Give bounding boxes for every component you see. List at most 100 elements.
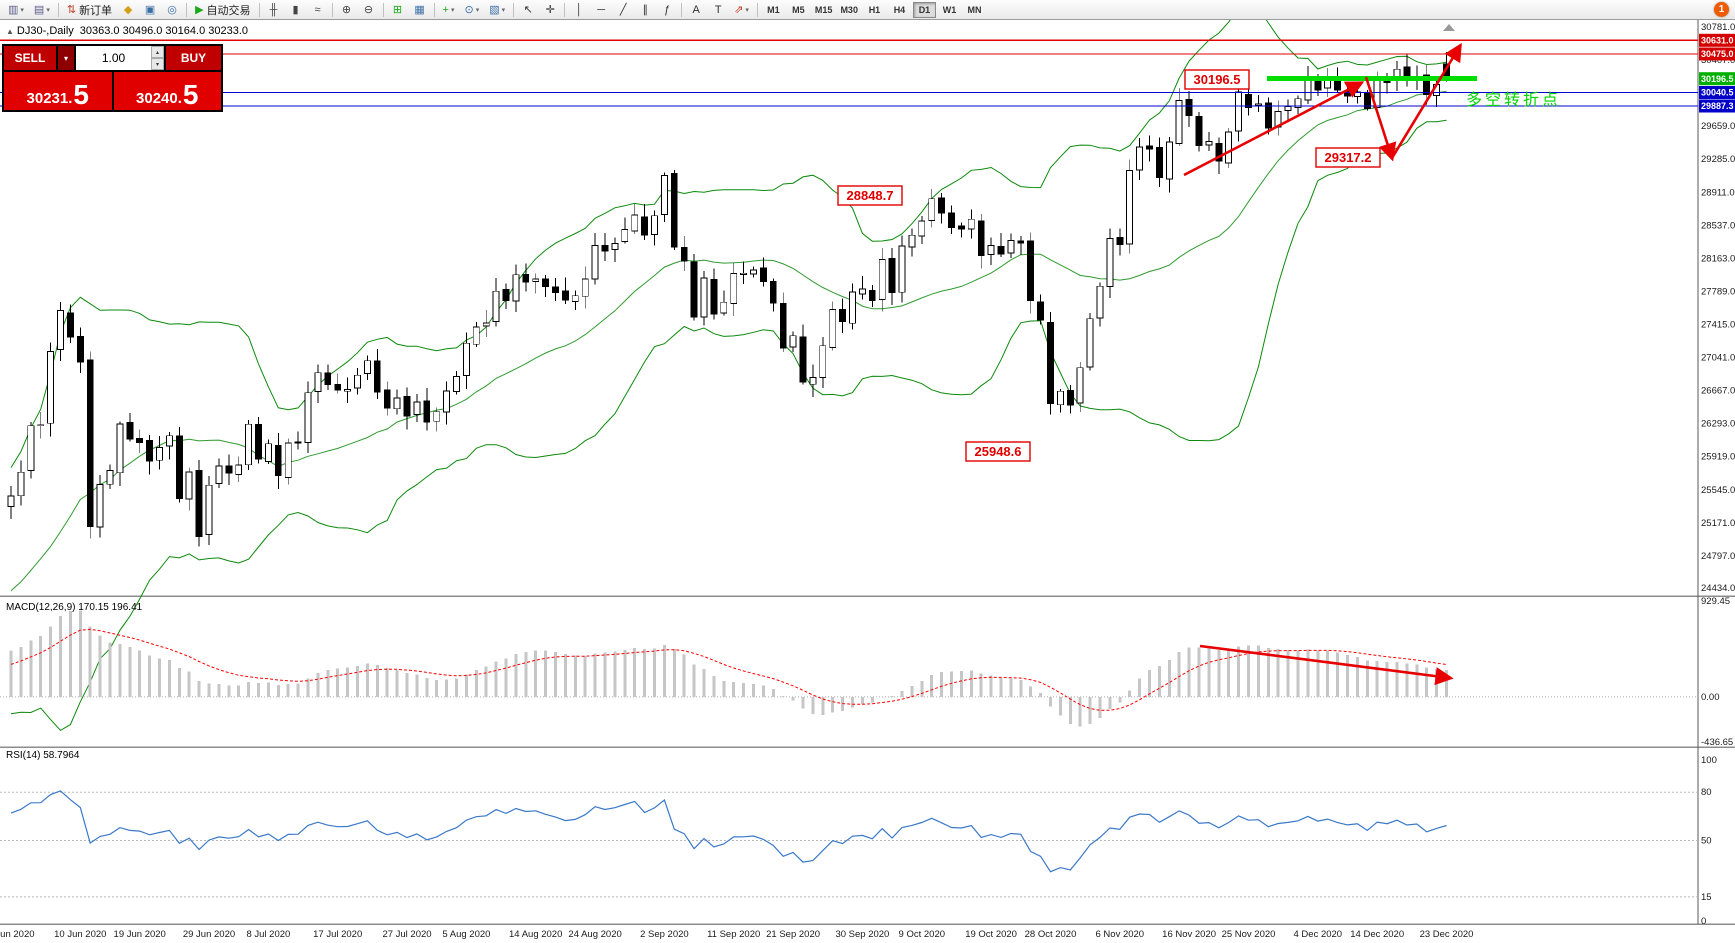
svg-text:25 Nov 2020: 25 Nov 2020 xyxy=(1222,929,1276,940)
cursor-button[interactable]: ↖ xyxy=(518,1,538,18)
sell-button[interactable]: SELL xyxy=(4,46,56,70)
volume-down-button[interactable]: ▾ xyxy=(151,58,164,70)
timeframe-W1[interactable]: W1 xyxy=(942,4,957,15)
buy-price-button[interactable]: 30240. 5 xyxy=(113,72,221,110)
trend-arrow[interactable] xyxy=(1390,42,1462,159)
period-selector-button[interactable]: ⊙ ▾ xyxy=(461,1,484,18)
price-lines[interactable] xyxy=(0,39,1698,107)
svg-text:28 Oct 2020: 28 Oct 2020 xyxy=(1025,929,1077,940)
trendline-button[interactable]: ╱ xyxy=(613,1,633,18)
fibonacci-button[interactable]: ƒ xyxy=(657,1,677,18)
chart-template-icon: ▧ xyxy=(489,4,500,16)
svg-text:0.00: 0.00 xyxy=(1701,692,1720,703)
timeframe-M5[interactable]: M5 xyxy=(792,4,805,15)
timeframe-H4[interactable]: H4 xyxy=(893,4,906,15)
zoom-out-button[interactable]: ⊖ xyxy=(359,1,379,18)
chevron-down-icon: ▾ xyxy=(745,6,749,14)
metaeditor-button[interactable]: ◆ xyxy=(118,1,138,18)
candlestick-chart-button[interactable]: ▮ xyxy=(286,1,306,18)
svg-text:50: 50 xyxy=(1701,836,1712,847)
price-callout[interactable]: 30196.5 xyxy=(1184,69,1250,90)
new-chart-button[interactable]: ▥ ▾ xyxy=(4,1,28,18)
navigator-button[interactable]: ◎ xyxy=(162,1,182,18)
chevron-down-icon: ▾ xyxy=(63,53,68,63)
panel-dividers[interactable] xyxy=(0,20,1735,925)
svg-text:30196.5: 30196.5 xyxy=(1194,72,1241,87)
timeframe-D1[interactable]: D1 xyxy=(912,1,936,18)
chart-shift-marker[interactable] xyxy=(1443,24,1455,31)
tile-windows-button[interactable]: ⊞ xyxy=(388,1,408,18)
svg-text:2 Sep 2020: 2 Sep 2020 xyxy=(640,929,689,940)
svg-text:29 Jun 2020: 29 Jun 2020 xyxy=(183,929,235,940)
price-callout[interactable]: 29317.2 xyxy=(1315,147,1381,168)
timeframe-H1[interactable]: H1 xyxy=(868,4,881,15)
line-chart-button[interactable]: ≈ xyxy=(308,1,328,18)
svg-text:8 Jul 2020: 8 Jul 2020 xyxy=(246,929,290,940)
crosshair-button[interactable]: ✛ xyxy=(540,1,560,18)
new-order-button[interactable]: ⇅ 新订单 xyxy=(63,1,116,18)
chart-template-button[interactable]: ▧ ▾ xyxy=(485,1,509,18)
vertical-line-button[interactable]: │ xyxy=(569,1,589,18)
zoom-in-button[interactable]: ⊕ xyxy=(337,1,357,18)
svg-text:4 Dec 2020: 4 Dec 2020 xyxy=(1294,929,1343,940)
channel-button[interactable]: ∥ xyxy=(635,1,655,18)
svg-text:6 Nov 2020: 6 Nov 2020 xyxy=(1096,929,1145,940)
price-tag xyxy=(1699,99,1735,113)
zoom-out-icon: ⊖ xyxy=(363,4,374,16)
notification-badge[interactable]: 1 xyxy=(1714,2,1729,17)
pane-collapse-icon[interactable]: ▲ xyxy=(6,27,14,36)
trend-arrow[interactable] xyxy=(1364,76,1397,162)
autotrade-button[interactable]: ▶ 自动交易 xyxy=(191,1,254,18)
timeframe-M30[interactable]: M30 xyxy=(840,4,858,15)
price-callout[interactable]: 28848.7 xyxy=(837,185,903,206)
toolbar-separator xyxy=(756,2,758,17)
svg-text:19 Jun 2020: 19 Jun 2020 xyxy=(114,929,166,940)
svg-text:5 Aug 2020: 5 Aug 2020 xyxy=(442,929,490,940)
svg-text:-436.65: -436.65 xyxy=(1701,737,1733,748)
svg-text:24434.0: 24434.0 xyxy=(1701,583,1735,594)
order-type-dropdown[interactable]: ▾ xyxy=(58,46,74,70)
autotrade-label: 自动交易 xyxy=(206,4,251,17)
buy-button[interactable]: BUY xyxy=(166,46,221,70)
horizontal-line-button[interactable]: ─ xyxy=(591,1,611,18)
horizontal-line-icon: ─ xyxy=(597,3,606,16)
channel-icon: ∥ xyxy=(642,4,648,16)
timeframe-M1[interactable]: M1 xyxy=(767,4,780,15)
svg-text:25171.0: 25171.0 xyxy=(1701,518,1735,529)
time-axis[interactable]: 1 Jun 2020 10 Jun 2020 19 Jun 2020 29 Jun 2… xyxy=(0,929,1473,940)
main-toolbar: ▥ ▾ ▤ ▾ ⇅ 新订单 ◆ ▣ ◎ ▶ 自动交易 ╫ ▮ ≈ ⊕ ⊖ ⊞ ▦ + ▾ ⊙ ▾ ▧ ▾ ↖ ✛ │ ─ ╱ ∥ ƒ A T ⇗ ▾… xyxy=(0,0,1735,20)
candlestick-chart-icon: ▮ xyxy=(292,4,299,16)
timeframe-M15[interactable]: M15 xyxy=(814,4,833,15)
svg-text:30475.0: 30475.0 xyxy=(1701,49,1734,59)
svg-text:30040.5: 30040.5 xyxy=(1701,88,1734,98)
timeframe-MN[interactable]: MN xyxy=(967,4,982,15)
chevron-down-icon: ▾ xyxy=(46,6,50,14)
svg-text:9 Oct 2020: 9 Oct 2020 xyxy=(899,929,945,940)
svg-text:24 Aug 2020: 24 Aug 2020 xyxy=(568,929,621,940)
arrows-tool-button[interactable]: ⇗ ▾ xyxy=(730,1,753,18)
svg-text:16 Nov 2020: 16 Nov 2020 xyxy=(1162,929,1216,940)
sell-price-button[interactable]: 30231. 5 xyxy=(4,72,112,110)
note-text[interactable]: 多空转折点 xyxy=(1466,91,1561,109)
insert-indicator-button[interactable]: + ▾ xyxy=(439,1,459,18)
fibonacci-icon: ƒ xyxy=(664,3,671,16)
svg-text:100: 100 xyxy=(1701,755,1717,766)
auto-arrange-button[interactable]: ▦ xyxy=(410,1,430,18)
text-button[interactable]: A xyxy=(686,1,706,18)
profiles-button[interactable]: ▤ ▾ xyxy=(30,1,54,18)
trend-arrow[interactable] xyxy=(1199,644,1454,686)
volume-field: 1.00 ▴ ▾ xyxy=(76,46,164,70)
text-label-button[interactable]: T xyxy=(708,1,728,18)
data-window-button[interactable]: ▣ xyxy=(140,1,160,18)
price-callout[interactable]: 25948.6 xyxy=(965,441,1031,462)
trend-arrow[interactable] xyxy=(1183,81,1365,177)
volume-input[interactable]: 1.00 xyxy=(101,51,126,65)
svg-text:17 Jul 2020: 17 Jul 2020 xyxy=(313,929,362,940)
trendline-icon: ╱ xyxy=(619,4,627,16)
bar-chart-button[interactable]: ╫ xyxy=(264,1,284,18)
price-axis[interactable]: 30781.030407.030033.029659.029285.028911… xyxy=(1699,22,1735,594)
volume-up-button[interactable]: ▴ xyxy=(151,46,164,58)
svg-text:25919.0: 25919.0 xyxy=(1701,452,1735,463)
